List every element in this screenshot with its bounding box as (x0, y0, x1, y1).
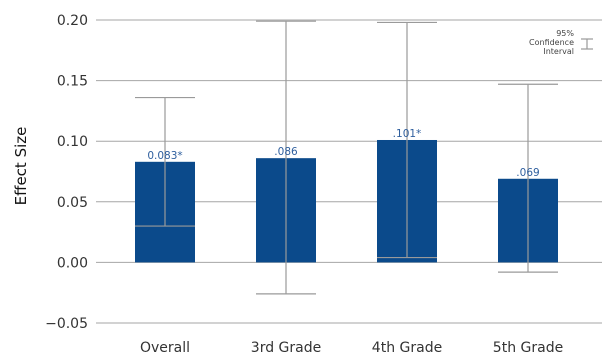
y-tick-label: 0.20 (57, 13, 88, 29)
confidence-intervals (135, 20, 558, 295)
x-axis-ticks: Overall 3rd Grade 4th Grade 5th Grade (140, 340, 563, 354)
value-label: .101* (393, 128, 422, 140)
y-tick-label: 0.05 (57, 195, 88, 211)
legend-label-line: Interval (543, 47, 574, 56)
x-tick-label: 4th Grade (372, 340, 442, 354)
x-tick-label: 5th Grade (493, 340, 563, 354)
x-tick-label: 3rd Grade (251, 340, 321, 354)
legend-label-line: Confidence (529, 38, 574, 47)
value-label: .069 (516, 167, 539, 179)
value-label: .086 (274, 146, 298, 158)
legend-label-line: 95% (556, 29, 574, 38)
y-axis-ticks: −0.05 0.00 0.05 0.10 0.15 0.20 (45, 13, 88, 332)
value-labels: 0.083* .086 .101* .069 (147, 128, 539, 179)
bars (135, 139, 558, 263)
y-tick-label: 0.15 (57, 74, 88, 90)
y-tick-label: 0.00 (57, 255, 88, 271)
y-tick-label: −0.05 (45, 316, 88, 332)
y-tick-label: 0.10 (57, 134, 88, 150)
x-tick-label: Overall (140, 340, 190, 354)
y-axis-label: Effect Size (12, 127, 30, 206)
value-label: 0.083* (147, 150, 182, 162)
